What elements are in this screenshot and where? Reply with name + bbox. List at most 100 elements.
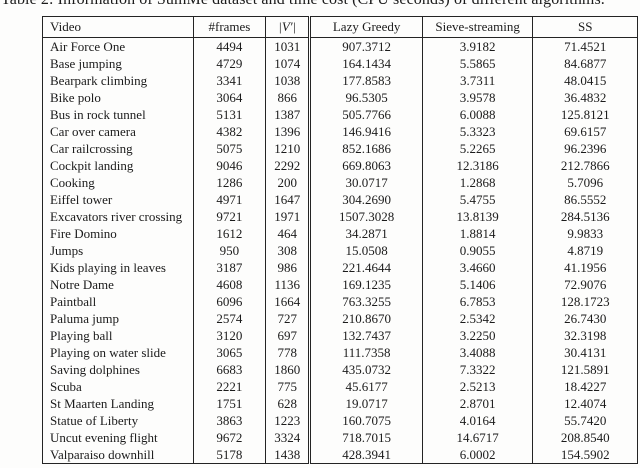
cell-v-size: 1387: [265, 106, 310, 123]
cell-lazy-greedy: 177.8583: [308, 72, 423, 89]
table-row: Fire Domino 1612 464 34.2871 1.8814 9.9833: [43, 225, 638, 242]
cell-ss: 12.4074: [532, 395, 638, 412]
cell-lazy-greedy: 210.8670: [308, 310, 423, 327]
cell-ss: 41.1956: [532, 259, 638, 276]
table-row: Cockpit landing 9046 2292 669.8063 12.3186 21…: [43, 157, 638, 174]
cell-ss: 96.2396: [532, 140, 638, 157]
cell-frames: 6096: [192, 293, 266, 310]
cell-ss: 208.8540: [532, 429, 638, 446]
cell-v-size: 1031: [265, 37, 310, 55]
cell-sieve-streaming: 0.9055: [421, 242, 533, 259]
cell-video: Cockpit landing: [50, 158, 134, 173]
cell-frames: 5178: [192, 446, 266, 464]
cell-frames: 3064: [192, 89, 266, 106]
header-row: Video #frames |V′| Lazy Greedy Sieve-str…: [42, 16, 638, 38]
cell-ss: 18.4227: [532, 378, 638, 395]
cell-video: Cooking: [50, 175, 95, 190]
cell-lazy-greedy: 45.6177: [308, 378, 423, 395]
table-row: Bearpark climbing 3341 1038 177.8583 3.7311 4…: [43, 72, 638, 89]
cell-frames: 9046: [192, 157, 266, 174]
cell-v-size: 1136: [265, 276, 310, 293]
cell-frames: 4382: [192, 123, 266, 140]
cell-lazy-greedy: 111.7358: [308, 344, 423, 361]
cell-sieve-streaming: 2.5342: [421, 310, 533, 327]
table-row: Uncut evening flight 9672 3324 718.7015 14.6…: [43, 429, 638, 446]
cell-ss: 32.3198: [532, 327, 638, 344]
table-container: Video #frames |V′| Lazy Greedy Sieve-str…: [42, 16, 638, 464]
table-row: Car over camera 4382 1396 146.9416 5.3323 69.…: [43, 123, 638, 140]
cell-v-size: 1223: [265, 412, 310, 429]
cell-video: Kids playing in leaves: [50, 260, 166, 275]
table-row: Playing ball 3120 697 132.7437 3.2250 32.3198: [43, 327, 638, 344]
cell-ss: 212.7866: [532, 157, 638, 174]
cell-frames: 3863: [192, 412, 266, 429]
cell-video: St Maarten Landing: [50, 396, 154, 411]
cell-video: Scuba: [50, 379, 82, 394]
cell-frames: 4608: [192, 276, 266, 293]
table-body: Air Force One 4494 1031 907.3712 3.9182 71.45…: [43, 37, 638, 464]
cell-video: Statue of Liberty: [50, 413, 139, 428]
cell-sieve-streaming: 14.6717: [421, 429, 533, 446]
cell-sieve-streaming: 1.2868: [421, 174, 533, 191]
cell-sieve-streaming: 1.8814: [421, 225, 533, 242]
cell-video: Car over camera: [50, 124, 136, 139]
cell-video: Jumps: [50, 243, 84, 258]
cell-frames: 1751: [192, 395, 266, 412]
cell-video: Playing ball: [50, 328, 113, 343]
cell-v-size: 464: [265, 225, 310, 242]
cell-frames: 4729: [192, 55, 266, 72]
cell-sieve-streaming: 4.0164: [421, 412, 533, 429]
cell-lazy-greedy: 221.4644: [308, 259, 423, 276]
table-row: St Maarten Landing 1751 628 19.0717 2.8701 12…: [43, 395, 638, 412]
cell-ss: 30.4131: [532, 344, 638, 361]
column-header-frames: #frames: [192, 16, 266, 38]
table-row: Base jumping 4729 1074 164.1434 5.5865 84.687…: [43, 55, 638, 72]
cell-ss: 55.7420: [532, 412, 638, 429]
cell-sieve-streaming: 3.9578: [421, 89, 533, 106]
cell-v-size: 778: [265, 344, 310, 361]
cell-frames: 4971: [192, 191, 266, 208]
cell-lazy-greedy: 34.2871: [308, 225, 423, 242]
cell-video: Bike polo: [50, 90, 101, 105]
cell-ss: 125.8121: [532, 106, 638, 123]
cell-v-size: 1396: [265, 123, 310, 140]
cell-v-size: 1971: [265, 208, 310, 225]
cell-v-size: 727: [265, 310, 310, 327]
table-row: Cooking 1286 200 30.0717 1.2868 5.7096: [43, 174, 638, 191]
cell-lazy-greedy: 132.7437: [308, 327, 423, 344]
cell-sieve-streaming: 3.7311: [421, 72, 533, 89]
cell-frames: 2221: [192, 378, 266, 395]
cell-ss: 154.5902: [532, 446, 638, 464]
table-row: Bus in rock tunnel 5131 1387 505.7766 6.0088…: [43, 106, 638, 123]
cell-lazy-greedy: 304.2690: [308, 191, 423, 208]
column-header-v-size: |V′|: [265, 16, 310, 38]
table-row: Excavators river crossing 9721 1971 1507.30…: [43, 208, 638, 225]
cell-sieve-streaming: 3.4660: [421, 259, 533, 276]
cell-ss: 284.5136: [532, 208, 638, 225]
cell-video: Saving dolphines: [50, 362, 140, 377]
cell-frames: 9672: [192, 429, 266, 446]
cell-sieve-streaming: 3.2250: [421, 327, 533, 344]
table-row: Air Force One 4494 1031 907.3712 3.9182 71.45…: [43, 37, 638, 55]
cell-ss: 121.5891: [532, 361, 638, 378]
cell-frames: 9721: [192, 208, 266, 225]
cell-ss: 84.6877: [532, 55, 638, 72]
table-row: Jumps 950 308 15.0508 0.9055 4.8719: [43, 242, 638, 259]
cell-sieve-streaming: 5.3323: [421, 123, 533, 140]
table-row: Statue of Liberty 3863 1223 160.7075 4.0164 5…: [43, 412, 638, 429]
cell-lazy-greedy: 15.0508: [308, 242, 423, 259]
column-header-lazy-greedy: Lazy Greedy: [308, 16, 423, 38]
cell-ss: 128.1723: [532, 293, 638, 310]
table-row: Saving dolphines 6683 1860 435.0732 7.3322 12…: [43, 361, 638, 378]
cell-frames: 1612: [192, 225, 266, 242]
cell-lazy-greedy: 907.3712: [308, 37, 423, 55]
cell-ss: 4.8719: [532, 242, 638, 259]
cell-sieve-streaming: 5.2265: [421, 140, 533, 157]
cell-lazy-greedy: 169.1235: [308, 276, 423, 293]
summe-results-table: Video #frames |V′| Lazy Greedy Sieve-str…: [42, 16, 638, 464]
cell-v-size: 628: [265, 395, 310, 412]
table-row: Paluma jump 2574 727 210.8670 2.5342 26.7430: [43, 310, 638, 327]
cell-ss: 72.9076: [532, 276, 638, 293]
cell-video: Paintball: [50, 294, 97, 309]
cell-ss: 5.7096: [532, 174, 638, 191]
